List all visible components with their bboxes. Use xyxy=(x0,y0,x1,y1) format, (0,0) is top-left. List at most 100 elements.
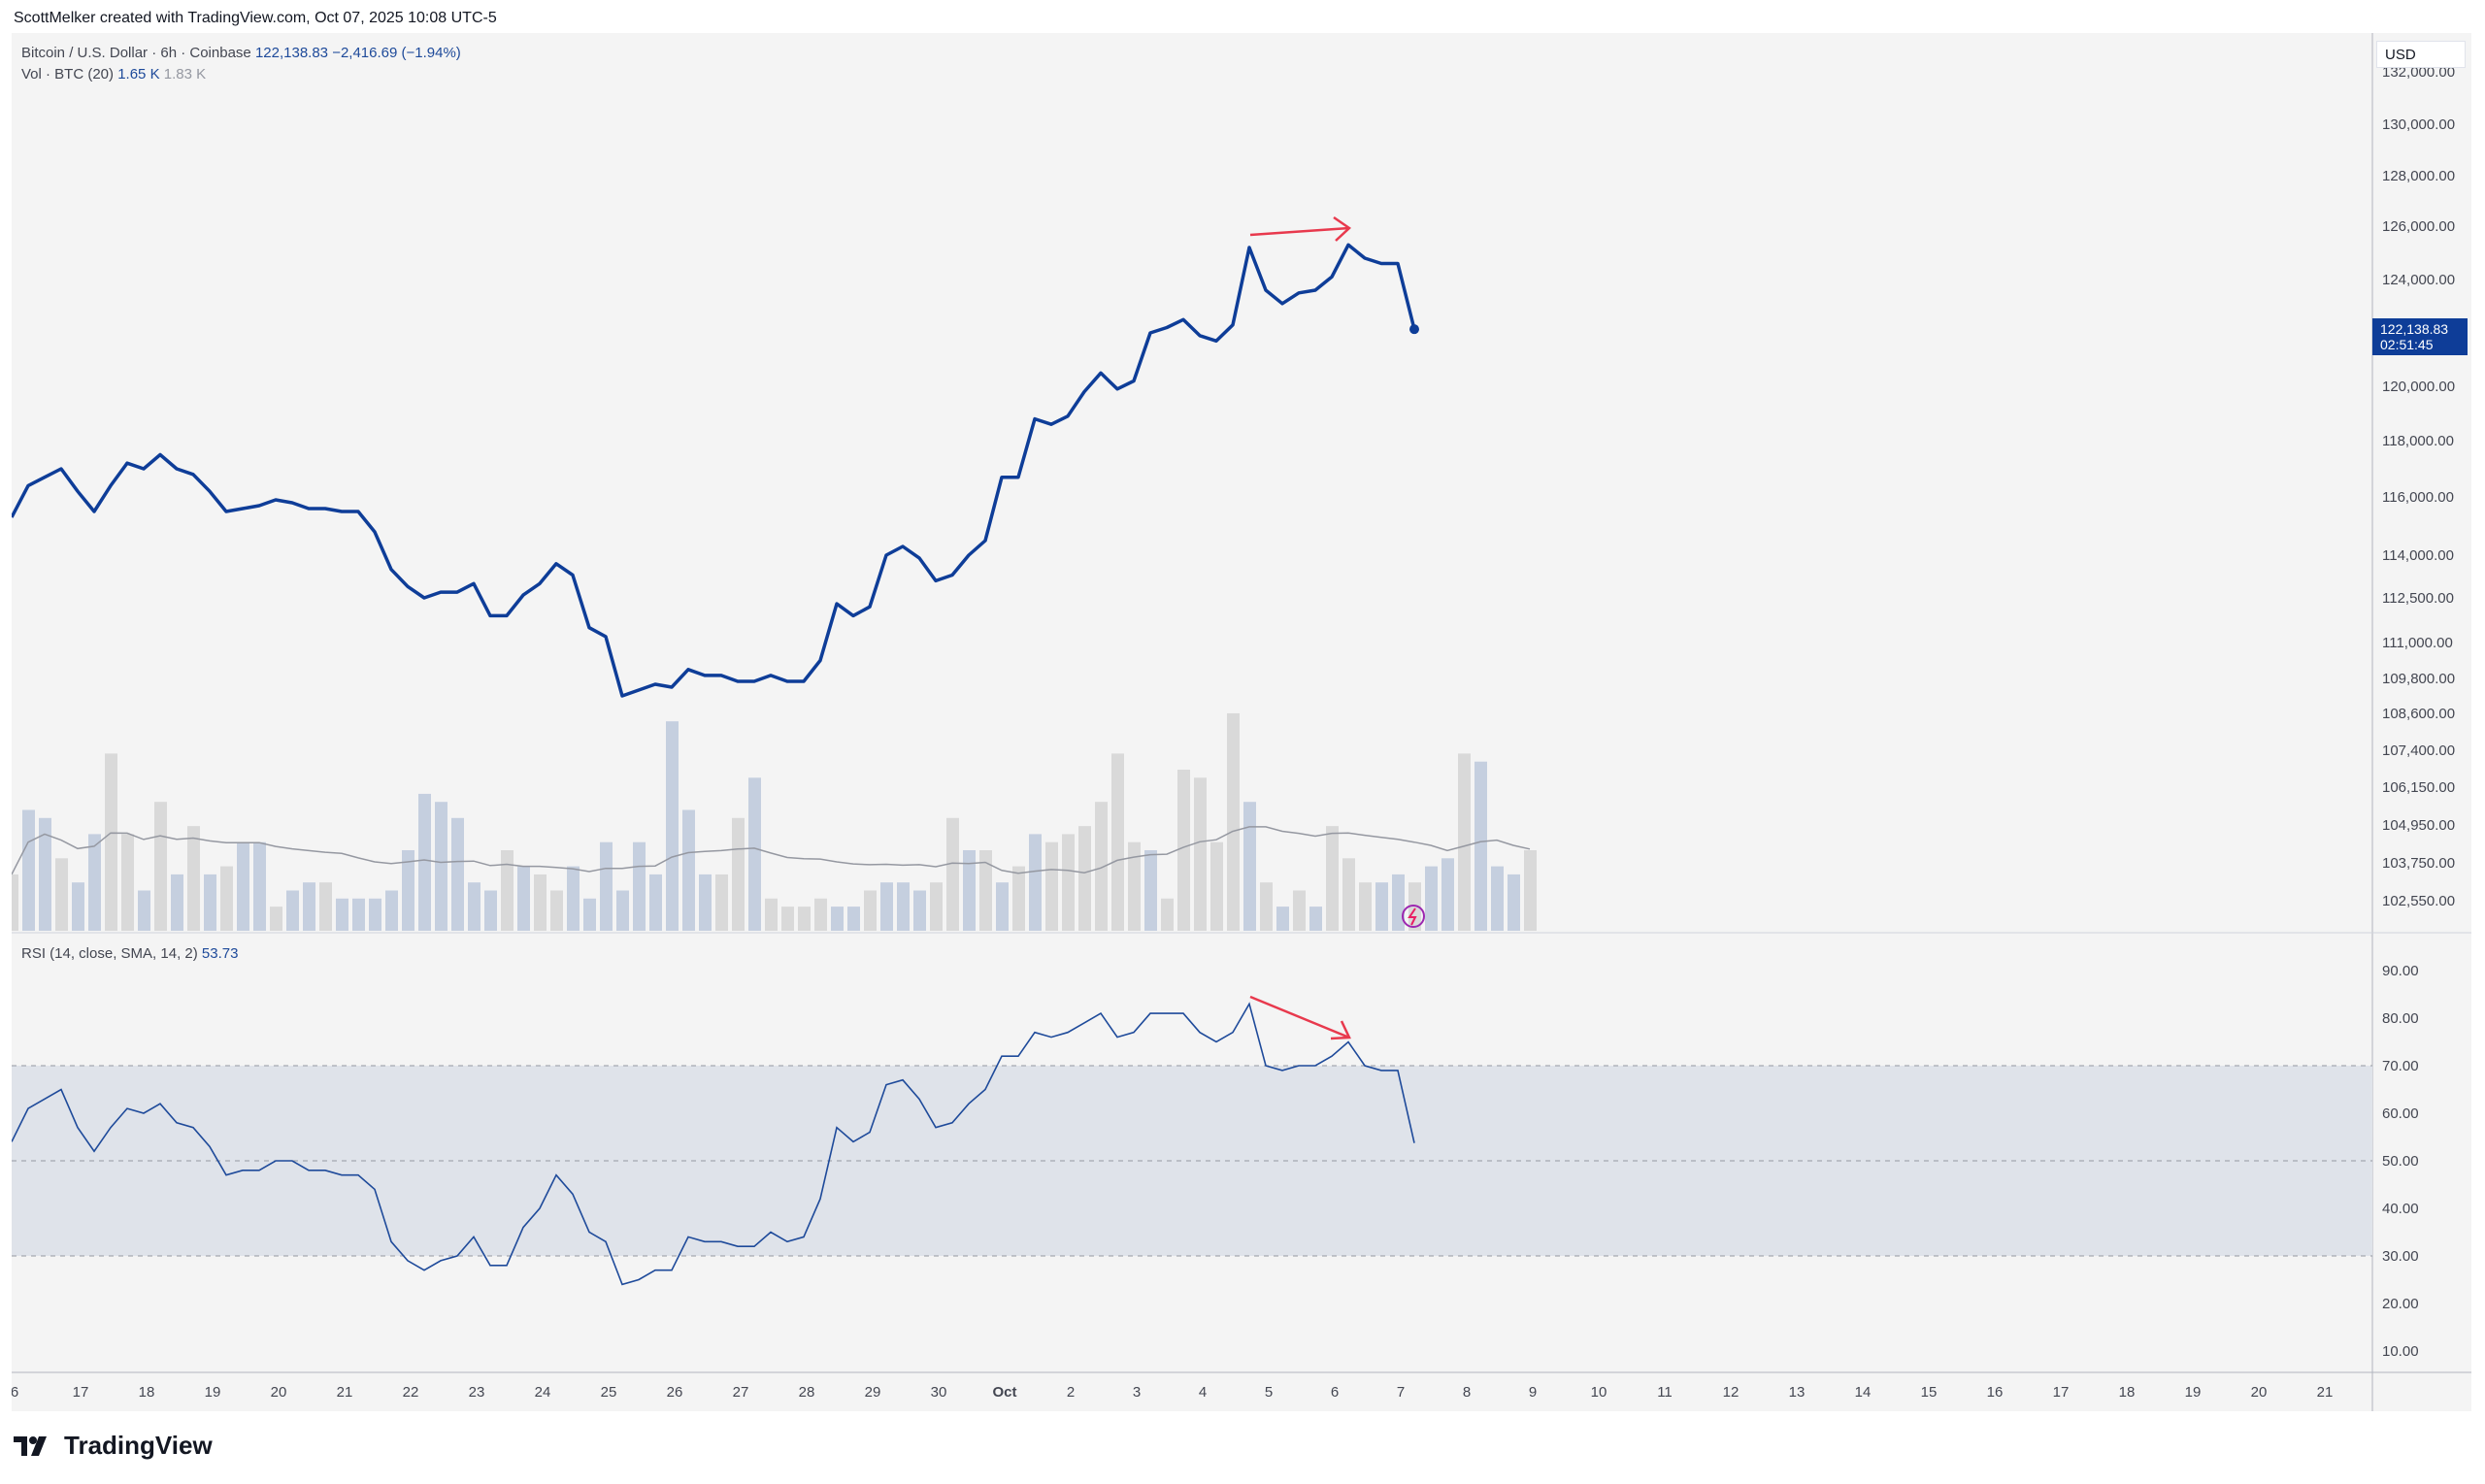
volume-bar xyxy=(1359,882,1372,931)
volume-bar xyxy=(1375,882,1388,931)
rsi-axis-tick-label: 80.00 xyxy=(2382,1010,2419,1027)
volume-bar xyxy=(1012,866,1025,931)
volume-bar xyxy=(1111,753,1124,931)
volume-bar xyxy=(1309,907,1322,931)
volume-bar xyxy=(963,850,976,931)
time-axis-tick-label: 8 xyxy=(1463,1384,1471,1401)
price-tag-value: 122,138.83 xyxy=(2380,321,2449,337)
price-axis-tick-label: 109,800.00 xyxy=(2382,671,2455,687)
volume-bar xyxy=(336,898,348,931)
price-axis-tick-label: 103,750.00 xyxy=(2382,855,2455,872)
volume-bar xyxy=(1458,753,1471,931)
volume-bar xyxy=(1276,907,1289,931)
volume-bar xyxy=(1392,874,1405,931)
rsi-legend[interactable]: RSI (14, close, SMA, 14, 2) 53.73 xyxy=(21,945,238,962)
volume-bar xyxy=(121,834,134,931)
time-axis-tick-label: 24 xyxy=(535,1384,551,1401)
price-axis-tick-label: 120,000.00 xyxy=(2382,379,2455,395)
volume-bar xyxy=(1177,770,1190,931)
price-last-dot xyxy=(1409,324,1419,335)
time-axis-tick-label: 23 xyxy=(469,1384,485,1401)
volume-bar xyxy=(517,866,530,931)
currency-button[interactable]: USD xyxy=(2376,41,2466,68)
volume-bar xyxy=(847,907,860,931)
time-axis-tick-label: 26 xyxy=(667,1384,683,1401)
volume-bar xyxy=(501,850,514,931)
time-axis-tick-label: 30 xyxy=(931,1384,947,1401)
time-axis-tick-label: 14 xyxy=(1855,1384,1872,1401)
time-axis-tick-label: 6 xyxy=(1331,1384,1339,1401)
volume-bar xyxy=(600,841,613,931)
volume-bar xyxy=(1491,866,1504,931)
volume-bar xyxy=(633,841,646,931)
volume-bar xyxy=(1326,826,1339,931)
volume-bar xyxy=(798,907,811,931)
volume-bar xyxy=(253,841,266,931)
price-axis-tick-label: 106,150.00 xyxy=(2382,779,2455,796)
price-axis-tick-label: 130,000.00 xyxy=(2382,116,2455,133)
time-axis-tick-label: 13 xyxy=(1789,1384,1806,1401)
volume-bar xyxy=(270,907,282,931)
volume-bar xyxy=(930,882,943,931)
chart-svg[interactable]: 132,000.00 130,000.00 128,000.00 126,000.00… xyxy=(12,33,2471,1411)
rsi-axis-tick-label: 50.00 xyxy=(2382,1153,2419,1170)
volume-bar xyxy=(1045,841,1058,931)
replay-icon xyxy=(1402,905,1425,928)
volume-bar xyxy=(39,817,51,931)
volume-bar xyxy=(88,834,101,931)
rsi-axis-tick-label: 40.00 xyxy=(2382,1201,2419,1217)
volume-bar xyxy=(649,874,662,931)
volume-bar xyxy=(55,858,68,931)
volume-bar xyxy=(1144,850,1157,931)
rsi-label: RSI (14, close, SMA, 14, 2) xyxy=(21,945,198,962)
volume-bar xyxy=(1029,834,1042,931)
time-axis-tick-label: 3 xyxy=(1133,1384,1141,1401)
rsi-band xyxy=(12,1066,2372,1256)
rsi-axis-tick-label: 70.00 xyxy=(2382,1058,2419,1074)
time-axis-tick-label: 17 xyxy=(2053,1384,2070,1401)
tradingview-logo[interactable]: TradingView xyxy=(14,1431,213,1461)
volume-bar xyxy=(864,890,877,931)
volume-bar xyxy=(369,898,381,931)
volume-bar xyxy=(237,841,249,931)
volume-bar xyxy=(946,817,959,931)
volume-bar xyxy=(1062,834,1075,931)
volume-bar xyxy=(418,793,431,931)
volume-bar xyxy=(814,898,827,931)
chart-frame[interactable]: 132,000.00 130,000.00 128,000.00 126,000.00… xyxy=(12,33,2471,1411)
volume-bar xyxy=(1194,777,1207,931)
time-axis-tick-label: 25 xyxy=(601,1384,617,1401)
price-axis-tick-label: 114,000.00 xyxy=(2382,547,2454,564)
time-axis-tick-label: 11 xyxy=(1657,1384,1673,1401)
volume-value: 1.65 K xyxy=(117,66,160,82)
volume-bar xyxy=(204,874,216,931)
time-axis-tick-label: 10 xyxy=(1591,1384,1607,1401)
volume-bar xyxy=(1095,802,1108,931)
volume-bar xyxy=(583,898,596,931)
volume-bar xyxy=(897,882,910,931)
volume-bar xyxy=(303,882,315,931)
volume-bar xyxy=(880,882,893,931)
volume-bar xyxy=(666,721,679,931)
symbol-legend[interactable]: Bitcoin / U.S. Dollar · 6h · Coinbase 12… xyxy=(21,45,461,61)
rsi-axis-tick-label: 60.00 xyxy=(2382,1105,2419,1122)
time-axis-tick-label: 20 xyxy=(2251,1384,2268,1401)
time-axis-tick-label: 28 xyxy=(799,1384,815,1401)
volume-bar xyxy=(319,882,332,931)
chart-header: ScottMelker created with TradingView.com… xyxy=(14,10,497,26)
time-axis-tick-label: 29 xyxy=(865,1384,881,1401)
time-axis-tick-label: 17 xyxy=(73,1384,89,1401)
volume-ma-value: 1.83 K xyxy=(163,66,207,82)
price-axis-tick-label: 112,500.00 xyxy=(2382,590,2454,607)
price-axis-tick-label: 116,000.00 xyxy=(2382,489,2454,506)
time-axis-tick-label: 5 xyxy=(1265,1384,1273,1401)
volume-bar xyxy=(468,882,480,931)
price-axis-tick-label: 124,000.00 xyxy=(2382,272,2455,288)
price-axis-tick-label: 104,950.00 xyxy=(2382,817,2455,834)
volume-legend[interactable]: Vol · BTC (20) 1.65 K 1.83 K xyxy=(21,66,206,82)
rsi-annotation-arrow xyxy=(1249,995,1350,1039)
symbol-label: Bitcoin / U.S. Dollar · 6h · Coinbase xyxy=(21,45,251,61)
rsi-value: 53.73 xyxy=(201,945,239,962)
volume-bar xyxy=(187,826,200,931)
time-axis-tick-label: 21 xyxy=(337,1384,353,1401)
